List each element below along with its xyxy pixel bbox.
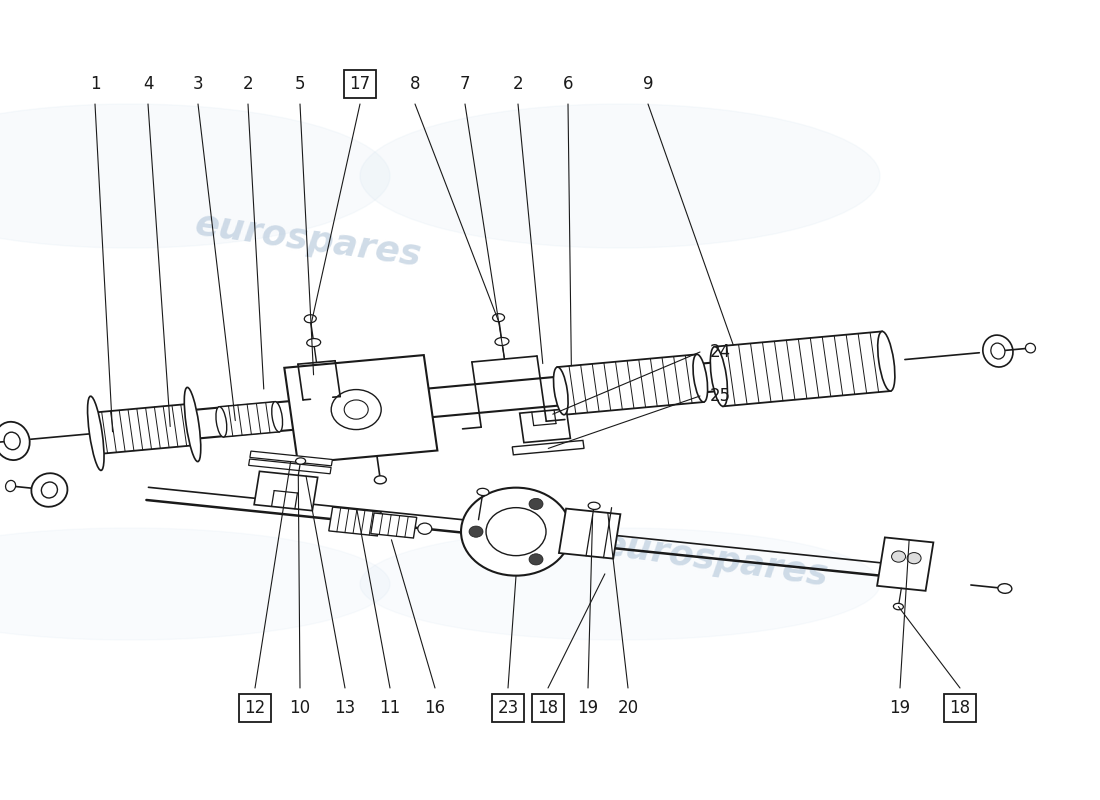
Ellipse shape <box>31 474 67 506</box>
Polygon shape <box>519 409 571 442</box>
Ellipse shape <box>495 338 509 346</box>
Text: 20: 20 <box>617 699 639 717</box>
Circle shape <box>461 488 571 576</box>
Text: 10: 10 <box>289 699 310 717</box>
Text: eurospares: eurospares <box>600 527 830 593</box>
Text: 24: 24 <box>710 343 730 361</box>
Text: 3: 3 <box>192 75 204 93</box>
Text: 5: 5 <box>295 75 306 93</box>
Polygon shape <box>250 451 332 466</box>
Polygon shape <box>92 404 196 454</box>
Text: 6: 6 <box>563 75 573 93</box>
Text: 9: 9 <box>642 75 653 93</box>
Text: 2: 2 <box>243 75 253 93</box>
Text: 23: 23 <box>497 699 518 717</box>
Text: 8: 8 <box>409 75 420 93</box>
Text: 11: 11 <box>379 699 400 717</box>
Circle shape <box>418 523 432 534</box>
Text: 12: 12 <box>244 699 265 717</box>
Text: 1: 1 <box>90 75 100 93</box>
Ellipse shape <box>4 432 20 450</box>
Text: 7: 7 <box>460 75 471 93</box>
Polygon shape <box>513 441 584 455</box>
Ellipse shape <box>307 338 321 346</box>
Polygon shape <box>254 471 318 510</box>
Polygon shape <box>371 513 417 538</box>
Circle shape <box>908 553 921 564</box>
Ellipse shape <box>982 335 1013 367</box>
Polygon shape <box>249 459 331 474</box>
Polygon shape <box>877 538 934 591</box>
Ellipse shape <box>1025 343 1035 353</box>
Ellipse shape <box>693 354 707 402</box>
Circle shape <box>331 390 382 430</box>
Text: 2: 2 <box>513 75 524 93</box>
Ellipse shape <box>88 396 104 470</box>
Ellipse shape <box>991 343 1005 359</box>
Polygon shape <box>559 509 620 558</box>
Circle shape <box>892 551 905 562</box>
Ellipse shape <box>272 402 283 432</box>
Text: eurospares: eurospares <box>192 207 424 273</box>
Text: 17: 17 <box>350 75 371 93</box>
Circle shape <box>486 508 546 556</box>
Text: 18: 18 <box>538 699 559 717</box>
Ellipse shape <box>360 104 880 248</box>
Text: 4: 4 <box>143 75 153 93</box>
Ellipse shape <box>6 481 15 491</box>
Text: 13: 13 <box>334 699 355 717</box>
Circle shape <box>469 526 483 538</box>
Ellipse shape <box>878 331 895 391</box>
Ellipse shape <box>42 482 57 498</box>
Text: 19: 19 <box>578 699 598 717</box>
Ellipse shape <box>374 476 386 484</box>
Ellipse shape <box>493 314 505 322</box>
Ellipse shape <box>0 104 390 248</box>
Ellipse shape <box>360 528 880 640</box>
Polygon shape <box>284 355 438 463</box>
Text: 25: 25 <box>710 387 730 405</box>
Ellipse shape <box>998 584 1012 594</box>
Polygon shape <box>219 402 279 437</box>
Ellipse shape <box>0 422 30 460</box>
Ellipse shape <box>711 346 727 406</box>
Ellipse shape <box>296 458 306 464</box>
Circle shape <box>529 554 543 565</box>
Ellipse shape <box>305 314 317 322</box>
Circle shape <box>344 400 369 419</box>
Text: 18: 18 <box>949 699 970 717</box>
Ellipse shape <box>553 367 568 414</box>
Ellipse shape <box>588 502 601 510</box>
Ellipse shape <box>185 387 201 462</box>
Polygon shape <box>329 507 381 536</box>
Polygon shape <box>558 354 704 414</box>
Text: 19: 19 <box>890 699 911 717</box>
Ellipse shape <box>0 528 390 640</box>
Ellipse shape <box>216 406 227 437</box>
Circle shape <box>529 498 543 510</box>
Text: 16: 16 <box>425 699 446 717</box>
Ellipse shape <box>477 488 490 495</box>
Ellipse shape <box>893 603 903 610</box>
Polygon shape <box>715 331 891 406</box>
